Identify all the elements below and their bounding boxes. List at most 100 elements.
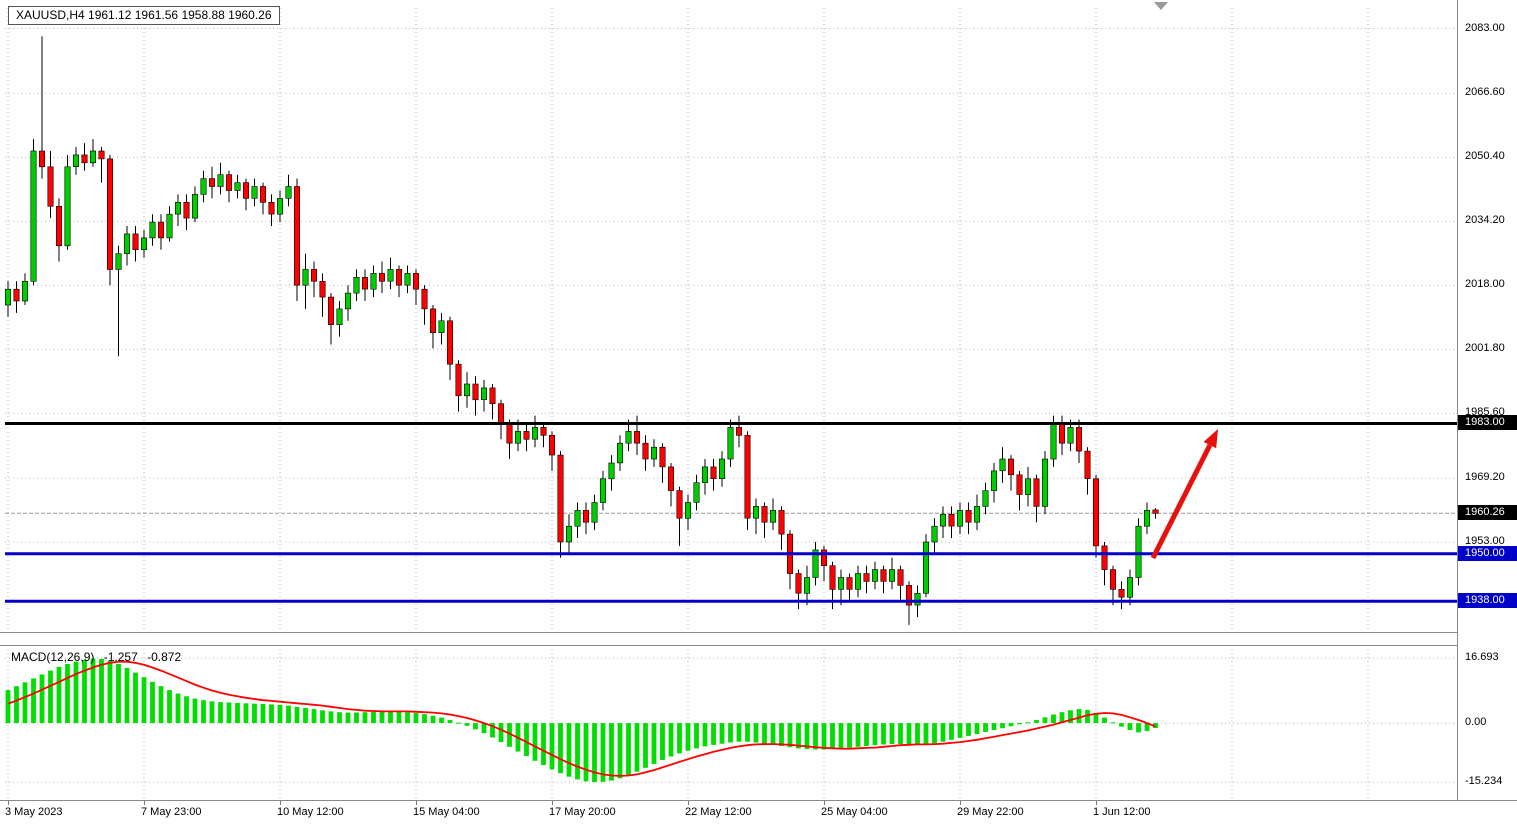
trend-arrow[interactable]: [1150, 429, 1218, 560]
candle: [1050, 423, 1057, 460]
candle: [412, 273, 419, 290]
candle: [888, 569, 895, 582]
candle: [778, 510, 785, 535]
macd-tick-label: 16.693: [1465, 651, 1499, 663]
candle: [90, 150, 97, 164]
macd-bar: [269, 704, 274, 723]
time-axis-tick: [416, 801, 417, 805]
chart-shift-marker[interactable]: [1154, 2, 1168, 10]
symbol-ohlc-text: XAUUSD,H4 1961.12 1961.56 1958.88 1960.2…: [16, 8, 272, 22]
candle: [1067, 427, 1074, 444]
price-tick-label: 2001.80: [1465, 342, 1505, 354]
candle: [217, 174, 224, 187]
candle: [948, 513, 955, 527]
macd-bar: [906, 723, 912, 745]
macd-indicator-canvas[interactable]: [5, 645, 1457, 800]
candle: [990, 470, 997, 491]
candle: [761, 506, 768, 523]
candle: [1033, 478, 1040, 507]
macd-bar: [838, 723, 844, 749]
candle: [107, 158, 114, 270]
macd-bar: [260, 704, 266, 723]
candle: [914, 592, 921, 606]
macd-bar: [388, 711, 393, 724]
main-macd-separator[interactable]: [0, 632, 1517, 633]
candle: [480, 387, 487, 400]
candle: [854, 573, 861, 590]
symbol-ohlc-info: XAUUSD,H4 1961.12 1961.56 1958.88 1960.2…: [8, 6, 280, 25]
macd-bar: [881, 723, 886, 745]
candle: [1101, 545, 1108, 570]
level-price-label: 1938.00: [1458, 593, 1517, 608]
candle: [30, 150, 37, 282]
macd-bar: [736, 723, 742, 742]
macd-bar: [745, 723, 750, 742]
macd-bar: [1008, 723, 1014, 727]
macd-bar: [541, 723, 546, 766]
candle: [591, 502, 598, 523]
candle: [319, 280, 326, 298]
candle: [370, 273, 377, 290]
candle: [234, 182, 241, 191]
macd-bar: [855, 723, 861, 747]
time-axis-label: 25 May 04:00: [821, 806, 888, 818]
candle: [175, 202, 182, 215]
candle: [846, 577, 853, 590]
candle: [820, 549, 827, 567]
macd-bar: [1102, 717, 1107, 723]
candle: [149, 221, 156, 239]
candle: [438, 320, 445, 333]
candle: [769, 510, 776, 523]
candle: [260, 186, 267, 203]
macd-bar: [192, 698, 198, 724]
time-axis-tick: [280, 801, 281, 805]
candle: [752, 506, 759, 519]
macd-indicator-label: MACD(12,26,9) -1.257 -0.872: [11, 650, 187, 664]
macd-bar: [82, 659, 87, 724]
macd-bar: [1093, 713, 1099, 724]
macd-bar: [371, 711, 376, 724]
macd-bar: [668, 723, 674, 757]
macd-bar: [643, 723, 648, 768]
macd-bar: [167, 690, 172, 724]
macd-bar: [728, 723, 733, 743]
macd-bar: [507, 723, 512, 747]
macd-bar: [311, 709, 317, 724]
candle: [124, 233, 131, 254]
macd-bar: [600, 723, 606, 782]
candle: [506, 423, 513, 444]
candle: [540, 427, 547, 436]
macd-bar: [889, 723, 895, 745]
candle: [285, 186, 292, 199]
candle: [293, 186, 300, 286]
macd-bar: [22, 682, 28, 724]
time-axis-label: 29 May 22:00: [957, 806, 1024, 818]
macd-bar: [770, 723, 776, 745]
macd-bar: [405, 712, 410, 724]
candle: [1084, 450, 1091, 480]
candle: [327, 296, 334, 326]
macd-bar: [575, 723, 580, 780]
macd-bar: [201, 700, 206, 724]
price-chart-canvas[interactable]: [5, 8, 1457, 632]
candle: [5, 288, 12, 306]
time-axis-separator: [0, 800, 1517, 801]
macd-bar: [1042, 717, 1048, 724]
macd-bar: [940, 723, 946, 742]
macd-signal-line: [7, 660, 1156, 777]
time-axis[interactable]: 3 May 2023 7 May 23:00 10 May 12:00 15 May …: [0, 801, 1517, 825]
candle: [676, 490, 683, 519]
macd-bar: [447, 720, 453, 724]
candle: [1127, 577, 1134, 598]
price-scale[interactable]: 2083.00 2066.60 2050.40 2034.20 2018.00 2001.…: [1458, 0, 1517, 800]
macd-bar: [1085, 709, 1090, 724]
macd-bar: [804, 723, 810, 750]
macd-bar: [558, 723, 563, 774]
macd-bar: [847, 723, 852, 748]
macd-histogram: [5, 658, 1158, 783]
macd-bar: [320, 710, 325, 724]
macd-bar: [48, 670, 53, 723]
candle: [404, 273, 411, 286]
macd-bar: [99, 659, 104, 724]
